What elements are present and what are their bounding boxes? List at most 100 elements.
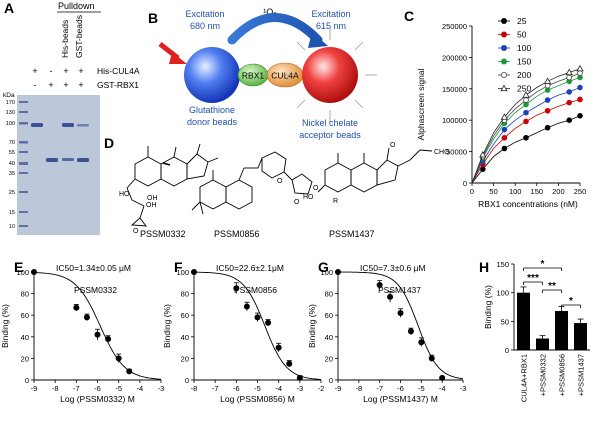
x-tick-label: 0 [470, 187, 474, 196]
y-tick-label: 20 [21, 354, 29, 363]
kda-marker: 130 [6, 110, 15, 116]
data-point [296, 374, 303, 381]
pssm1437-ketone-o: O [390, 142, 396, 149]
legend-marker [500, 17, 507, 24]
panel-f: F 0 20 40 60 80 100 -8 -7 -6 -5 -4 -3 -2 Log (PSSM085… [162, 259, 324, 404]
x-tick-label: 150 [531, 187, 544, 196]
panel-g: G 0 20 40 60 80 100 -9 -8 -7 -6 -5 -4 -3 Log (PSSM143… [307, 259, 466, 404]
y-tick-label: 40 [325, 333, 333, 342]
pssm0332-epoxide-o: O [133, 228, 139, 235]
band-cul4a-lane1 [31, 123, 43, 127]
panel-label-d: D [104, 135, 114, 151]
fit-curve [338, 271, 464, 380]
ladder-band [19, 122, 28, 125]
gel-sign: + [48, 80, 53, 90]
acceptor-bead-label-line1: Nickel chelate [302, 118, 358, 128]
panel-label-g: G [318, 259, 329, 275]
gel-tint [17, 95, 100, 235]
category-label: +PSSM0332 [539, 354, 548, 396]
data-point [439, 374, 446, 381]
y-tick-label: 60 [21, 311, 29, 320]
excitation-615-label-line2: 615 nm [316, 21, 346, 31]
panel-c: C 0 50000 100000 150000 200000 250000 0 50 100 15… [404, 8, 586, 209]
gel-sign: - [34, 80, 37, 90]
data-point [254, 314, 261, 321]
data-point [191, 269, 197, 275]
panel-label-c: C [404, 8, 414, 24]
x-tick-label: -4 [275, 384, 282, 393]
pssm1437-r: R [333, 198, 338, 205]
ic50-annotation: IC50=7.3±0.6 μM [360, 263, 426, 273]
data-point [522, 91, 530, 98]
y-tick-label: 40 [21, 333, 29, 342]
acceptor-bead-rays [283, 28, 377, 122]
data-point [73, 304, 80, 311]
data-point [577, 84, 583, 91]
legend-label: 25 [517, 16, 527, 26]
x-tick-label: -5 [418, 384, 425, 393]
gel-row-label-his-cul4a: His-CUL4A [97, 66, 140, 76]
compound-label: PSSM0856 [234, 285, 277, 295]
kda-marker: 25 [9, 190, 15, 196]
y-tick-label: 40 [181, 333, 189, 342]
gel-sign: + [78, 66, 83, 76]
data-point [577, 113, 583, 119]
data-point [523, 118, 529, 125]
data-point [31, 269, 37, 275]
y-tick-label: 0 [505, 346, 509, 355]
data-point [544, 82, 551, 89]
ladder-band [19, 151, 28, 153]
series-curve [471, 115, 581, 184]
series-25: 25 [471, 16, 583, 184]
gel-sign: - [50, 66, 53, 76]
gel-sign: + [32, 66, 37, 76]
x-tick-label: -3 [460, 384, 467, 393]
x-axis-label: RBX1 concentrations (nM) [478, 199, 578, 209]
panel-b: B Excitation 680 nm Excitation 615 nm ¹O… [148, 7, 377, 140]
x-tick-label: -6 [397, 384, 404, 393]
compound-name-pssm1437: PSSM1437 [329, 229, 375, 239]
data-point [501, 134, 508, 141]
data-point [83, 314, 90, 321]
data-point [94, 331, 101, 338]
legend-label: 250 [517, 84, 531, 94]
x-tick-label: -5 [254, 384, 261, 393]
ladder-band [19, 141, 28, 144]
legend-marker [500, 58, 507, 65]
bar [555, 311, 568, 350]
ladder-band [19, 162, 28, 165]
gel-kda-label: kDa [3, 92, 15, 99]
gel-sign-row-1: + - + + His-CUL4A [32, 66, 139, 76]
data-point [543, 77, 552, 84]
structure-pssm1437 [317, 147, 433, 193]
structure-pssm0856 [191, 151, 313, 215]
x-tick-label: -3 [158, 384, 165, 393]
data-point [286, 360, 293, 367]
y-tick-label: 60 [181, 311, 189, 320]
kda-marker: 40 [9, 161, 15, 167]
x-tick-label: -4 [439, 384, 446, 393]
gel-row-label-gst-rbx1: GST-RBX1 [97, 80, 139, 90]
band-rbx1-lane2 [46, 158, 58, 162]
kda-marker: 35 [9, 171, 15, 177]
significance-stars: * [541, 259, 545, 270]
donor-bead-label-line2: donor beads [187, 117, 238, 127]
data-point [577, 96, 583, 103]
panel-d: D HO OH OH O PSSM0332 [104, 135, 450, 239]
data-point [501, 126, 508, 133]
panel-label-b: B [148, 10, 158, 26]
acceptor-bead [302, 47, 358, 103]
pssm0856-carbonyl-o: O [313, 185, 319, 192]
x-tick-label: -9 [31, 384, 38, 393]
x-tick-label: -2 [318, 384, 325, 393]
y-axis-label: Binding (%) [0, 304, 10, 348]
bar [517, 292, 530, 350]
data-point [523, 97, 529, 103]
ic50-annotation: IC50=1.34±0.05 μM [56, 263, 131, 273]
x-tick-label: 100 [509, 187, 522, 196]
kda-marker: 170 [6, 100, 15, 106]
y-tick-label: 80 [21, 290, 29, 299]
rbx1-label: RBX1 [242, 71, 264, 81]
ladder-band [19, 172, 28, 174]
kda-marker: 100 [6, 121, 15, 127]
